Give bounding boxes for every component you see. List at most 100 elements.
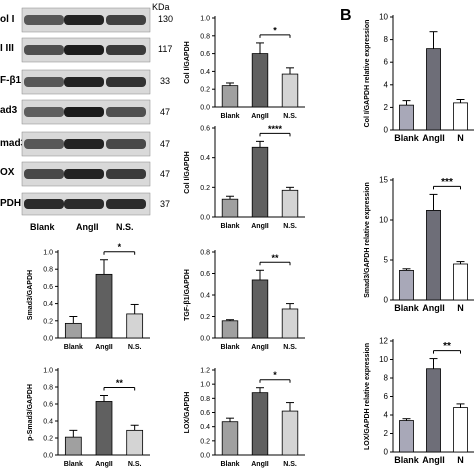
bar: [281, 308, 299, 339]
bar: [453, 263, 468, 301]
y-axis-label: Col I/GAPDH relative expression: [364, 20, 371, 128]
mw-label: 37: [160, 199, 171, 209]
mw-label: 33: [160, 76, 171, 86]
y-tick-label: 10: [379, 13, 388, 22]
bar: [221, 198, 239, 218]
bar: [426, 48, 441, 131]
y-tick-label: 0.4: [200, 424, 210, 431]
x-tick-label: Blank: [64, 344, 83, 351]
blot-label: I III: [0, 43, 14, 54]
y-axis-label: LOX/GAPDH relative expression: [364, 343, 371, 450]
bar: [64, 322, 82, 339]
y-axis-label: Smad3/GAPDH relative expression: [364, 182, 371, 298]
y-tick-label: 6: [384, 392, 389, 401]
x-tick-label: AngII: [251, 223, 269, 230]
y-tick-label: 0.6: [200, 126, 210, 133]
blot-band: [64, 169, 104, 179]
blot-band: [24, 169, 64, 179]
y-tick-label: 4: [384, 80, 389, 89]
y-tick-label: 0.0: [43, 336, 53, 343]
bar: [453, 407, 468, 453]
blot-band: [24, 15, 64, 25]
y-tick-label: 0: [384, 448, 389, 457]
chart-smad3: 0.0 0.2 0.4 0.6 0.8 1.0 Smad3/GAPDH Blank AngII N…: [27, 242, 150, 351]
y-tick-label: 0.2: [43, 318, 53, 325]
y-tick-label: 0.8: [200, 33, 210, 40]
bar: [95, 401, 113, 456]
y-axis-label: Smad3/GAPDH: [27, 270, 34, 320]
mw-label: 47: [160, 107, 171, 117]
blot-band: [106, 169, 146, 179]
blot-band: [106, 77, 146, 87]
significance-label: **: [271, 253, 279, 263]
y-tick-label: 1.0: [200, 382, 210, 389]
y-tick-label: 0.4: [43, 419, 53, 426]
bar: [126, 429, 144, 456]
x-tick-label: AngII: [95, 461, 113, 468]
x-tick-label: Blank: [394, 303, 420, 313]
x-tick-label: N.S.: [128, 344, 142, 351]
bar: [281, 189, 299, 218]
y-tick-label: 8: [384, 374, 389, 383]
y-axis-label: LOX/GAPDH: [184, 392, 191, 434]
significance-label: *: [118, 242, 122, 252]
x-tick-label: N.S.: [283, 113, 297, 120]
mw-label: 117: [158, 44, 173, 54]
x-tick-label: Blank: [394, 455, 420, 465]
y-tick-label: 15: [379, 176, 388, 185]
bar: [221, 85, 239, 108]
y-tick-label: 0.0: [200, 336, 210, 343]
bar: [251, 53, 269, 108]
blot-label: ad3: [0, 105, 18, 116]
bar: [95, 273, 113, 339]
blot-band: [24, 199, 64, 209]
x-tick-label: Blank: [220, 223, 239, 230]
y-tick-label: 4: [384, 411, 389, 420]
y-tick-label: 12: [379, 337, 388, 346]
bar: [251, 392, 269, 456]
blot-band: [64, 199, 104, 209]
y-tick-label: 0.6: [43, 402, 53, 409]
blot-band: [106, 45, 146, 55]
x-tick-label: AngII: [251, 113, 269, 120]
mw-label: 47: [160, 139, 171, 149]
bar: [399, 420, 414, 453]
bar: [281, 73, 299, 108]
bar: [251, 279, 269, 339]
blot-label: ol I: [0, 14, 15, 25]
y-tick-label: 0.4: [200, 293, 210, 300]
significance-label: **: [443, 341, 451, 352]
blot-band: [64, 15, 104, 25]
y-tick-label: 0.6: [200, 51, 210, 58]
x-tick-label: AngII: [422, 303, 445, 313]
y-axis-label: TGF-β1/GAPDH: [184, 269, 191, 321]
x-tick-label: AngII: [422, 133, 445, 143]
chart-psmad3: 0.0 0.2 0.4 0.6 0.8 1.0 p-Smad3/GAPDH Blank AngI…: [27, 368, 150, 468]
y-tick-label: 10: [379, 355, 388, 364]
y-tick-label: 10: [379, 216, 388, 225]
x-tick-label: N.S.: [283, 461, 297, 468]
blot-label: F-β1: [0, 75, 22, 86]
bar: [251, 146, 269, 218]
x-tick-label: AngII: [251, 461, 269, 468]
x-tick-label: Blank: [220, 113, 239, 120]
x-tick-label: AngII: [422, 455, 445, 465]
y-tick-label: 0.8: [43, 385, 53, 392]
y-tick-label: 2: [384, 429, 389, 438]
y-tick-label: 0.2: [200, 87, 210, 94]
y-axis-label: p-Smad3/GAPDH: [27, 384, 34, 441]
mw-label: 130: [158, 14, 174, 24]
x-tick-label: Blank: [220, 461, 239, 468]
y-tick-label: 0.2: [200, 185, 210, 192]
blot-band: [24, 139, 64, 149]
blot-image: [21, 7, 151, 216]
chart-b_lox: 0 2 4 6 8 10 12 LOX/GAPDH relative expression Bl…: [364, 337, 474, 465]
lane-label: N.S.: [116, 222, 134, 232]
bar: [399, 104, 414, 131]
y-tick-label: 0.2: [43, 436, 53, 443]
blot-label: mad3: [0, 138, 27, 149]
x-tick-label: N.S.: [283, 344, 297, 351]
y-tick-label: 0.8: [200, 396, 210, 403]
y-tick-label: 0.0: [200, 453, 210, 460]
y-tick-label: 6: [384, 58, 389, 67]
